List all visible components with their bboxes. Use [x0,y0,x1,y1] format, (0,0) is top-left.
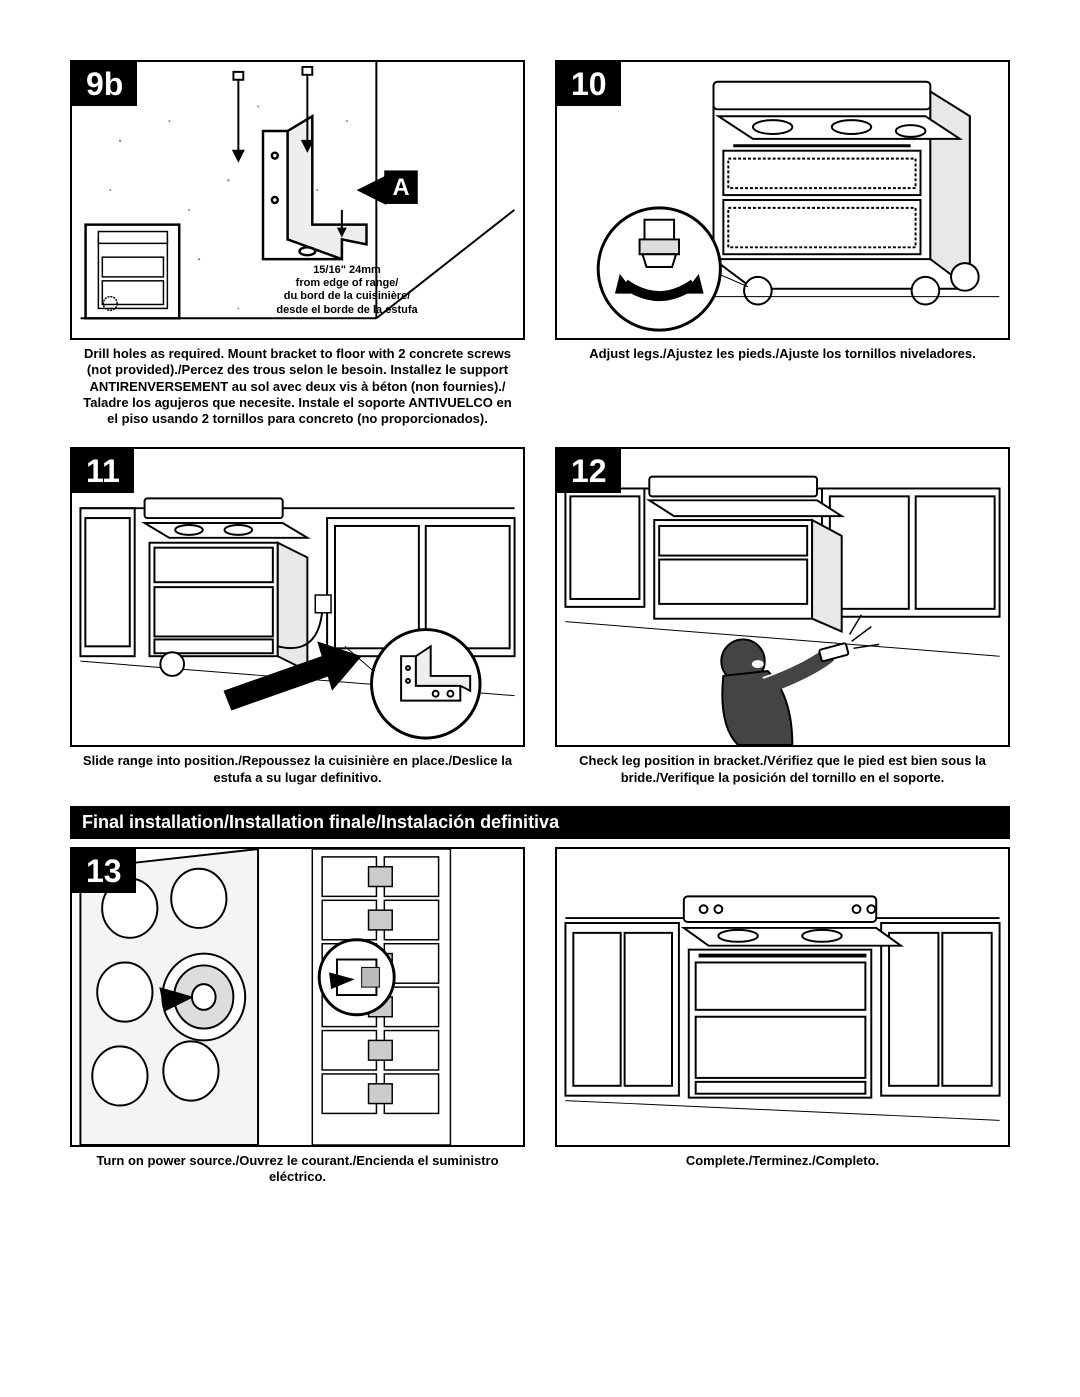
illustration-13 [72,849,523,1145]
dimension-label-9b: 15/16" 24mm from edge of range/ du bord … [272,264,422,317]
svg-text:A: A [392,175,409,201]
step-number-9b: 9b [72,62,137,106]
caption-9b: Drill holes as required. Mount bracket t… [70,340,525,439]
caption-12: Check leg position in bracket./Vérifiez … [555,747,1010,798]
caption-13: Turn on power source./Ouvrez le courant.… [70,1147,525,1198]
panel-step-9b: 9b [70,60,525,340]
panel-final [555,847,1010,1147]
panel-step-11: 11 [70,447,525,747]
panel-step-12: 12 [555,447,1010,747]
illustration-11 [72,449,523,745]
caption-final: Complete./Terminez./Completo. [555,1147,1010,1181]
step-number-12: 12 [557,449,621,493]
caption-10: Adjust legs./Ajustez les pieds./Ajuste l… [555,340,1010,374]
step-number-11: 11 [72,449,134,493]
caption-11: Slide range into position./Repoussez la … [70,747,525,798]
illustration-final [557,849,1008,1145]
section-title-final: Final installation/Installation finale/I… [70,806,1010,839]
panel-step-13: 13 [70,847,525,1147]
panel-step-10: 10 [555,60,1010,340]
illustration-12 [557,449,1008,745]
step-number-10: 10 [557,62,621,106]
illustration-10 [557,62,1008,338]
step-number-13: 13 [72,849,136,893]
